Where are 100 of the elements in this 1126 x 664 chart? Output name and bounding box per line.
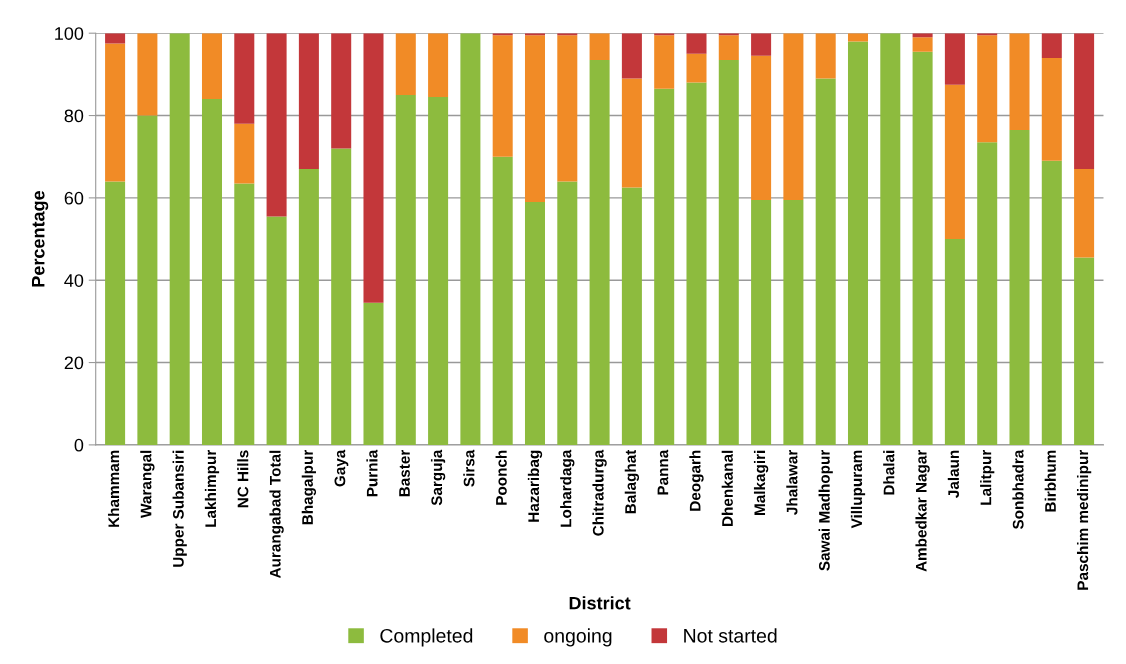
bar bbox=[137, 115, 158, 445]
bar bbox=[234, 33, 255, 124]
bar bbox=[266, 216, 287, 445]
bar bbox=[783, 199, 804, 445]
legend-label: Not started bbox=[684, 628, 777, 643]
legend-label: Completed bbox=[380, 628, 473, 647]
bar bbox=[654, 35, 675, 89]
x-tick-label: Birbhum bbox=[1044, 450, 1056, 512]
x-tick-label: Lalitpur bbox=[980, 449, 995, 505]
x-tick-label: Lohardaga bbox=[560, 449, 575, 527]
x-tick-label: Jhalawar bbox=[786, 449, 798, 515]
bar bbox=[557, 181, 578, 445]
x-tick-label: Sirsa bbox=[463, 449, 475, 487]
bar bbox=[428, 33, 449, 98]
bar bbox=[1009, 129, 1030, 445]
x-tick-label: Ambedkar Nagar bbox=[915, 449, 930, 572]
bar bbox=[234, 183, 255, 445]
bar bbox=[718, 35, 739, 60]
y-tick-label: 80 bbox=[64, 109, 84, 123]
bar bbox=[751, 55, 772, 200]
bar bbox=[751, 33, 772, 56]
x-tick-label: Paschim medinipur bbox=[1076, 449, 1092, 590]
y-axis-title: Percentage bbox=[31, 190, 49, 287]
bar bbox=[686, 82, 707, 445]
bar bbox=[718, 59, 739, 445]
x-tick-label: Sonbhadra bbox=[1012, 449, 1024, 530]
x-tick-label: Bhagalpur bbox=[301, 449, 317, 525]
bar bbox=[686, 33, 707, 54]
bar bbox=[1041, 33, 1062, 58]
x-tick-label: Upper Subansiri bbox=[172, 450, 187, 567]
bar bbox=[654, 88, 675, 445]
bar bbox=[363, 33, 384, 303]
bar bbox=[298, 169, 319, 445]
x-tick-label: Khammam bbox=[107, 450, 120, 527]
bar bbox=[524, 35, 546, 202]
bar bbox=[944, 33, 965, 85]
bar bbox=[234, 123, 255, 184]
legend-label: ongoing bbox=[544, 628, 612, 647]
bar bbox=[1009, 33, 1030, 130]
bar bbox=[1074, 257, 1095, 445]
bar bbox=[137, 33, 158, 116]
x-tick-label: Malkagiri bbox=[753, 450, 769, 515]
bar bbox=[847, 41, 869, 445]
x-tick-label: Chitradurga bbox=[592, 449, 607, 536]
x-tick-label: Warangal bbox=[140, 450, 155, 518]
bar bbox=[1074, 169, 1095, 258]
bar bbox=[363, 302, 384, 445]
x-tick-label: Balaghat bbox=[624, 449, 640, 514]
bar bbox=[105, 181, 126, 445]
bar bbox=[912, 37, 933, 52]
bar bbox=[492, 156, 513, 445]
y-tick-label: 60 bbox=[64, 191, 84, 205]
bar bbox=[621, 78, 642, 188]
bar bbox=[621, 187, 642, 445]
x-tick-label: Baster bbox=[399, 449, 410, 497]
x-tick-label: Aurangabad Total bbox=[269, 450, 284, 579]
x-tick-label: Jalaun bbox=[947, 450, 959, 498]
y-tick-label: 20 bbox=[64, 356, 84, 370]
bar bbox=[686, 53, 707, 83]
y-tick-label: 0 bbox=[74, 438, 84, 452]
bar bbox=[589, 59, 610, 445]
bar bbox=[977, 35, 998, 143]
bar bbox=[524, 201, 546, 445]
y-tick-label: 40 bbox=[64, 274, 84, 287]
x-tick-label: Dhenkanal bbox=[721, 450, 733, 526]
x-tick-label: Lakhimpur bbox=[204, 449, 220, 527]
bar bbox=[944, 84, 965, 240]
bar bbox=[331, 148, 352, 445]
bar bbox=[557, 35, 578, 182]
bar bbox=[395, 94, 416, 445]
x-axis-title: District bbox=[569, 596, 631, 610]
bar bbox=[1041, 160, 1062, 445]
bar bbox=[944, 239, 965, 445]
x-tick-label: Poonch bbox=[495, 450, 507, 505]
bar bbox=[1041, 57, 1062, 161]
bar bbox=[298, 33, 319, 170]
bar bbox=[201, 99, 222, 445]
x-tick-label: NC Hills bbox=[237, 450, 249, 508]
bar bbox=[815, 78, 836, 445]
x-tick-label: Panna bbox=[657, 449, 669, 495]
bar bbox=[880, 33, 901, 445]
bar bbox=[169, 33, 190, 445]
bar bbox=[395, 33, 416, 95]
x-tick-label: Hazaribag bbox=[527, 450, 543, 522]
bar bbox=[460, 33, 481, 445]
bar bbox=[815, 33, 836, 79]
bar bbox=[428, 97, 449, 445]
bar bbox=[783, 33, 804, 200]
x-tick-label: Deogarh bbox=[689, 450, 704, 511]
bar bbox=[201, 33, 222, 100]
bar bbox=[912, 51, 933, 445]
x-tick-label: Gaya bbox=[334, 449, 349, 487]
x-tick-label: Purnia bbox=[366, 449, 378, 497]
x-tick-label: Sawai Madhopur bbox=[818, 449, 833, 571]
bar bbox=[589, 33, 610, 60]
y-tick-label: 100 bbox=[55, 27, 84, 40]
bar bbox=[977, 142, 998, 445]
bar bbox=[1074, 33, 1095, 170]
x-tick-label: Dhalai bbox=[883, 450, 895, 495]
bar bbox=[266, 33, 287, 217]
